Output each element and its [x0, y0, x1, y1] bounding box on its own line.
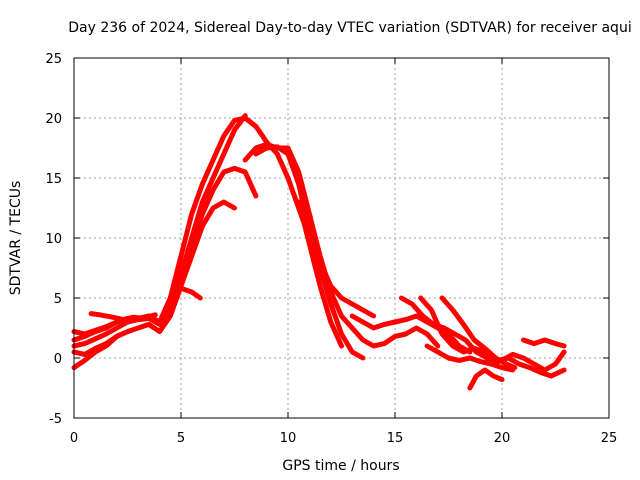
x-tick-label: 20	[494, 431, 511, 446]
x-axis-ticks: 0 5 10 15 20 25	[70, 58, 617, 446]
series-line-track-16	[467, 367, 505, 391]
x-tick-label: 5	[177, 431, 185, 446]
series-line-track-10	[296, 199, 344, 349]
y-tick-label: 25	[45, 52, 62, 67]
y-tick-label: 15	[45, 172, 62, 187]
series-line-track-8	[242, 141, 441, 349]
series-line-track-9	[253, 144, 366, 361]
x-tick-label: 15	[387, 431, 404, 446]
y-axis-ticks: -5 0 5 10 15 20 25	[45, 52, 609, 427]
series-line-track-3	[71, 165, 259, 349]
series-line-track-12	[398, 295, 567, 379]
x-tick-label: 25	[601, 431, 618, 446]
y-tick-label: 10	[45, 232, 62, 247]
series-line-track-15	[424, 343, 516, 373]
x-tick-label: 10	[280, 431, 297, 446]
y-tick-label: 5	[54, 292, 62, 307]
chart-title: Day 236 of 2024, Sidereal Day-to-day VTE…	[68, 20, 631, 36]
series-line-track-18	[488, 349, 567, 373]
series-line-track-11	[349, 313, 473, 355]
series-line-track-5	[71, 329, 130, 371]
data-series	[71, 113, 567, 391]
series-line-track-14	[439, 295, 509, 367]
y-axis-label: SDTVAR / TECUs	[8, 181, 24, 296]
series-line-track-4	[71, 199, 237, 357]
y-tick-label: -5	[49, 412, 62, 427]
series-line-track-17	[520, 337, 567, 349]
y-tick-label: 20	[45, 112, 62, 127]
series-line-track-7	[169, 285, 203, 301]
x-tick-label: 0	[70, 431, 78, 446]
x-axis-label: GPS time / hours	[282, 458, 399, 474]
y-tick-label: 0	[54, 352, 62, 367]
series-line-track-6	[88, 311, 158, 323]
grid-lines	[74, 58, 609, 418]
